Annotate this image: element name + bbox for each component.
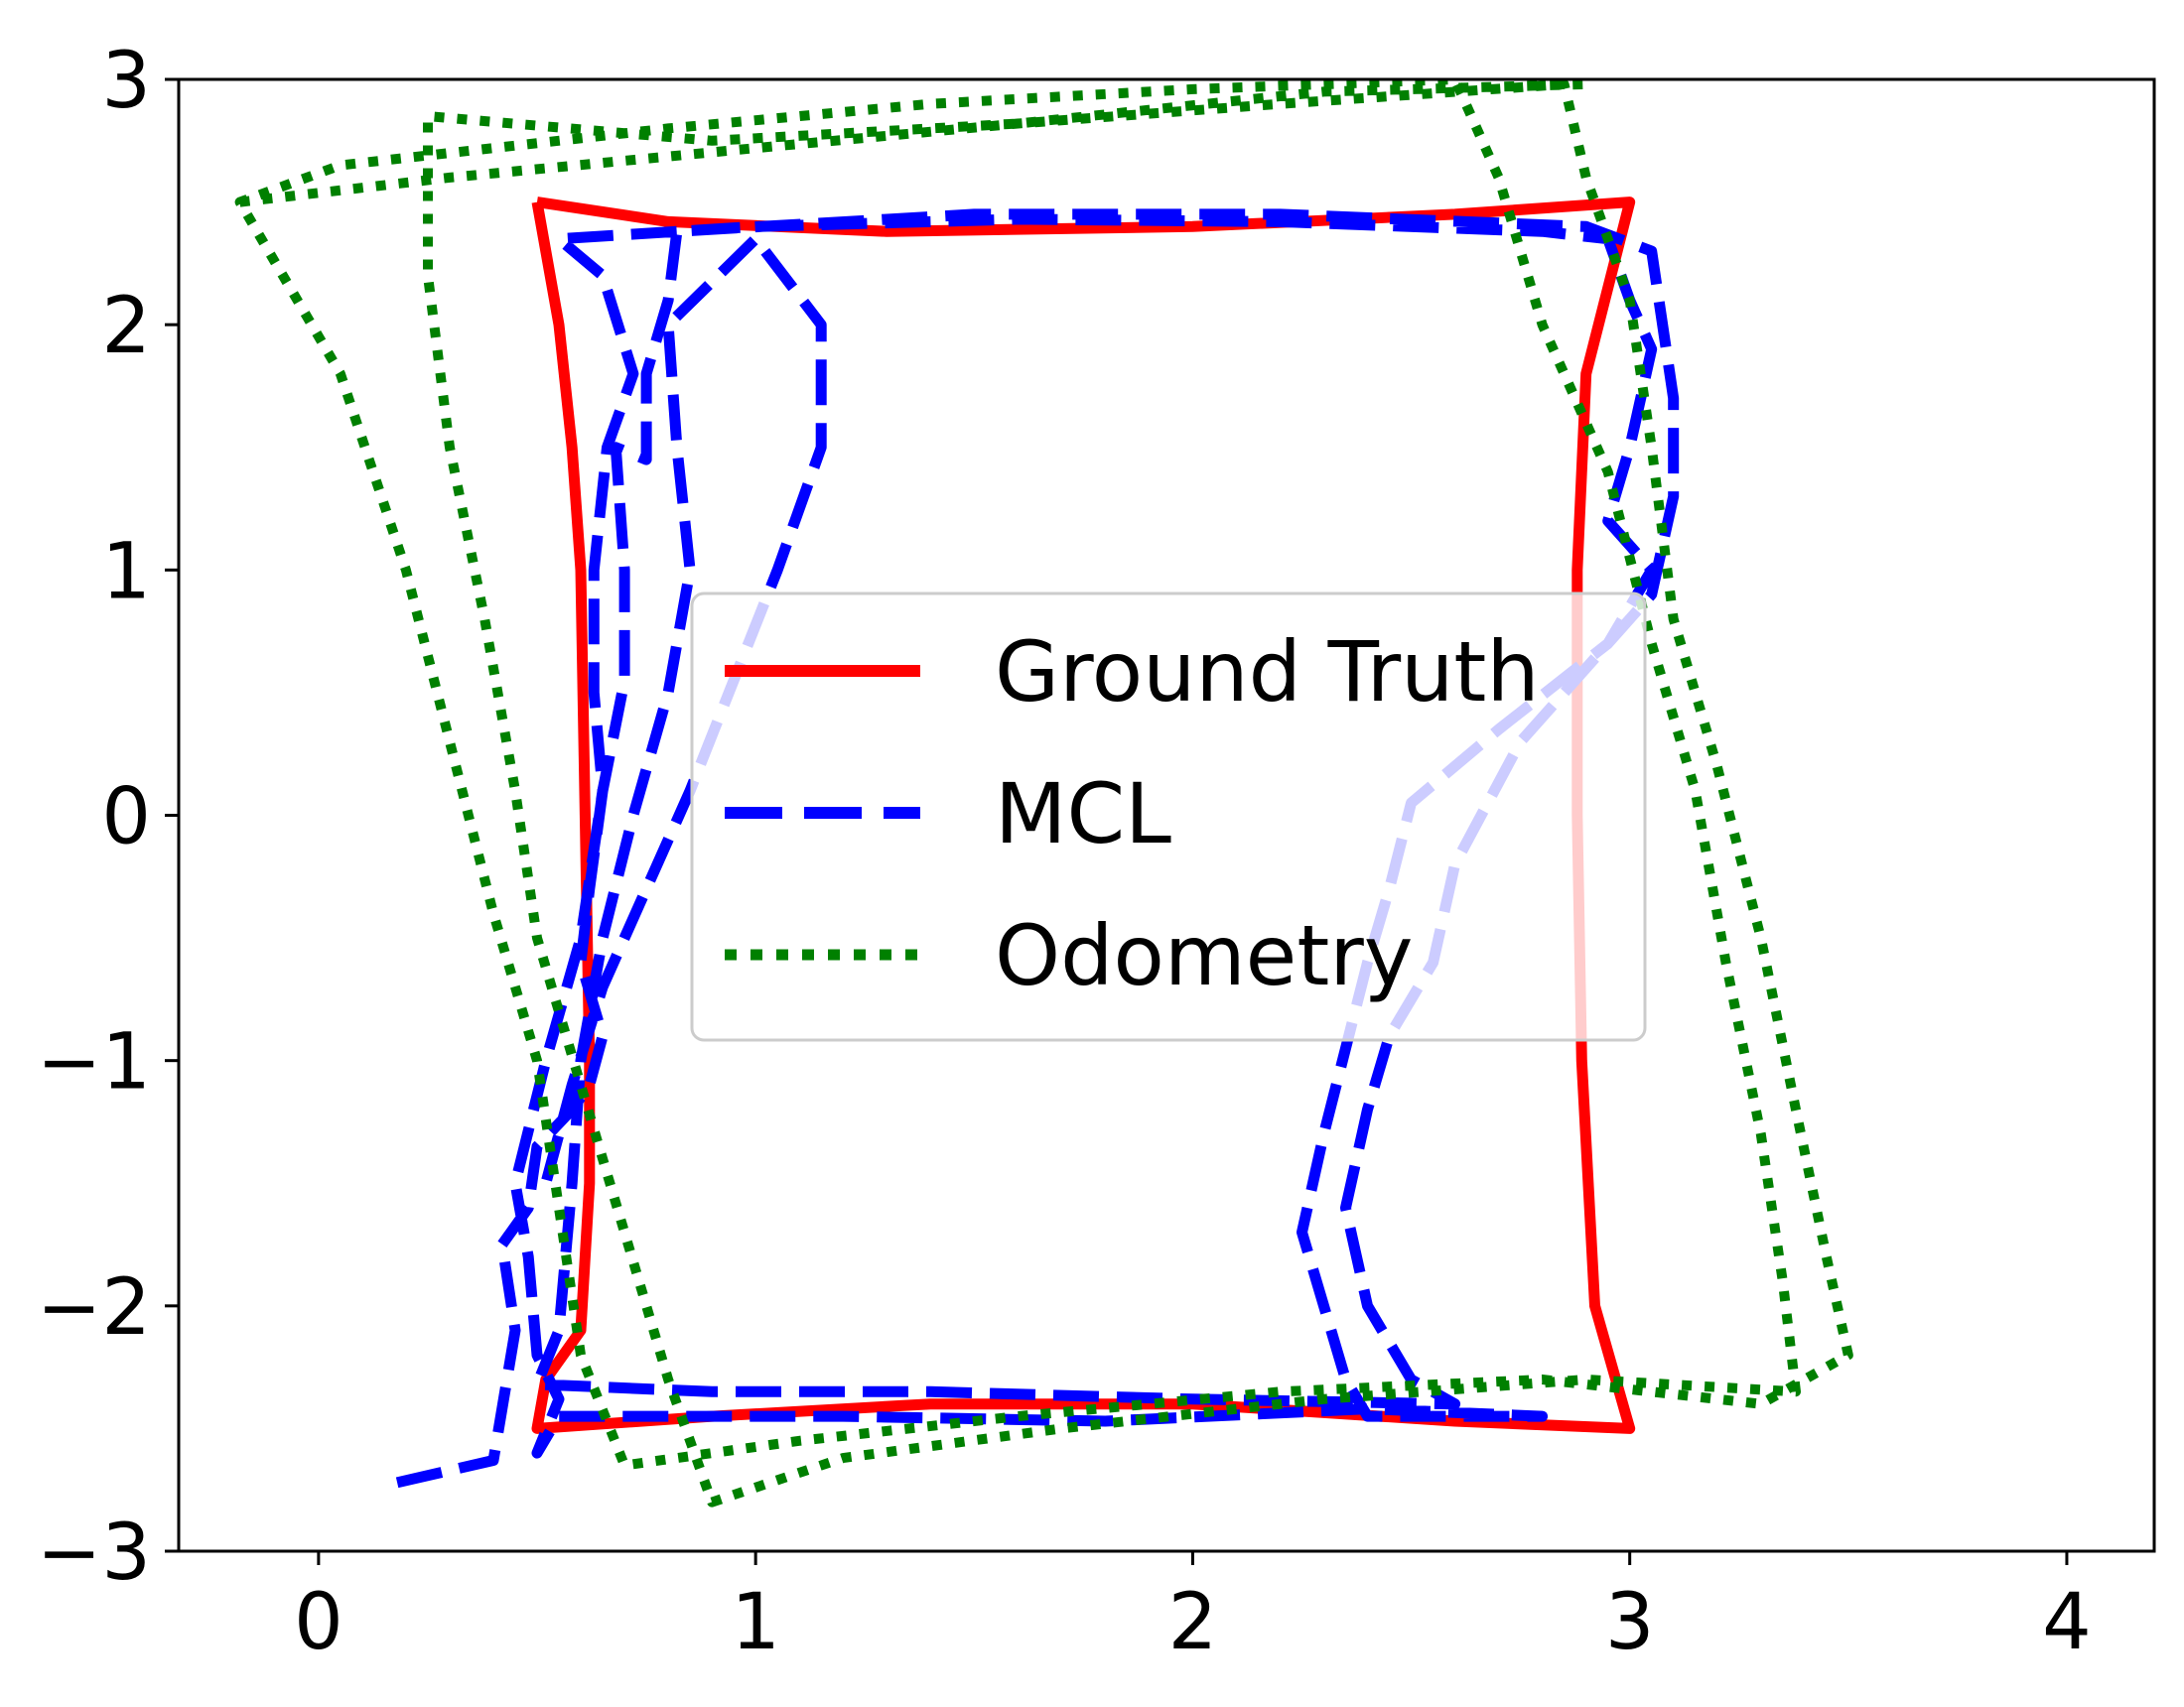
x-tick-label: 2 — [1168, 1578, 1218, 1667]
x-tick-label: 3 — [1605, 1578, 1655, 1667]
y-tick-label: −2 — [37, 1263, 151, 1353]
series-group — [234, 79, 1853, 1508]
y-tick-label: 2 — [101, 282, 151, 371]
legend: Ground Truth MCL Odometry — [690, 591, 1647, 1042]
series-line-odometry — [234, 79, 1853, 1508]
y-tick-label: −3 — [37, 1509, 151, 1598]
legend-label: Odometry — [995, 907, 1414, 1004]
x-tick-label: 4 — [2042, 1578, 2092, 1667]
axis-ticks: 0 1 2 3 4 −3 −2 −1 0 1 2 3 — [37, 37, 2092, 1667]
y-tick-label: 1 — [101, 527, 151, 616]
series-line-mcl — [395, 208, 1680, 1489]
x-tick-label: 0 — [294, 1578, 343, 1667]
y-tick-label: 0 — [101, 773, 151, 862]
y-tick-label: 3 — [101, 37, 151, 126]
y-tick-label: −1 — [37, 1018, 151, 1108]
legend-label: MCL — [995, 765, 1171, 862]
legend-box — [690, 591, 1647, 1042]
x-tick-label: 1 — [731, 1578, 780, 1667]
legend-label: Ground Truth — [995, 623, 1540, 721]
